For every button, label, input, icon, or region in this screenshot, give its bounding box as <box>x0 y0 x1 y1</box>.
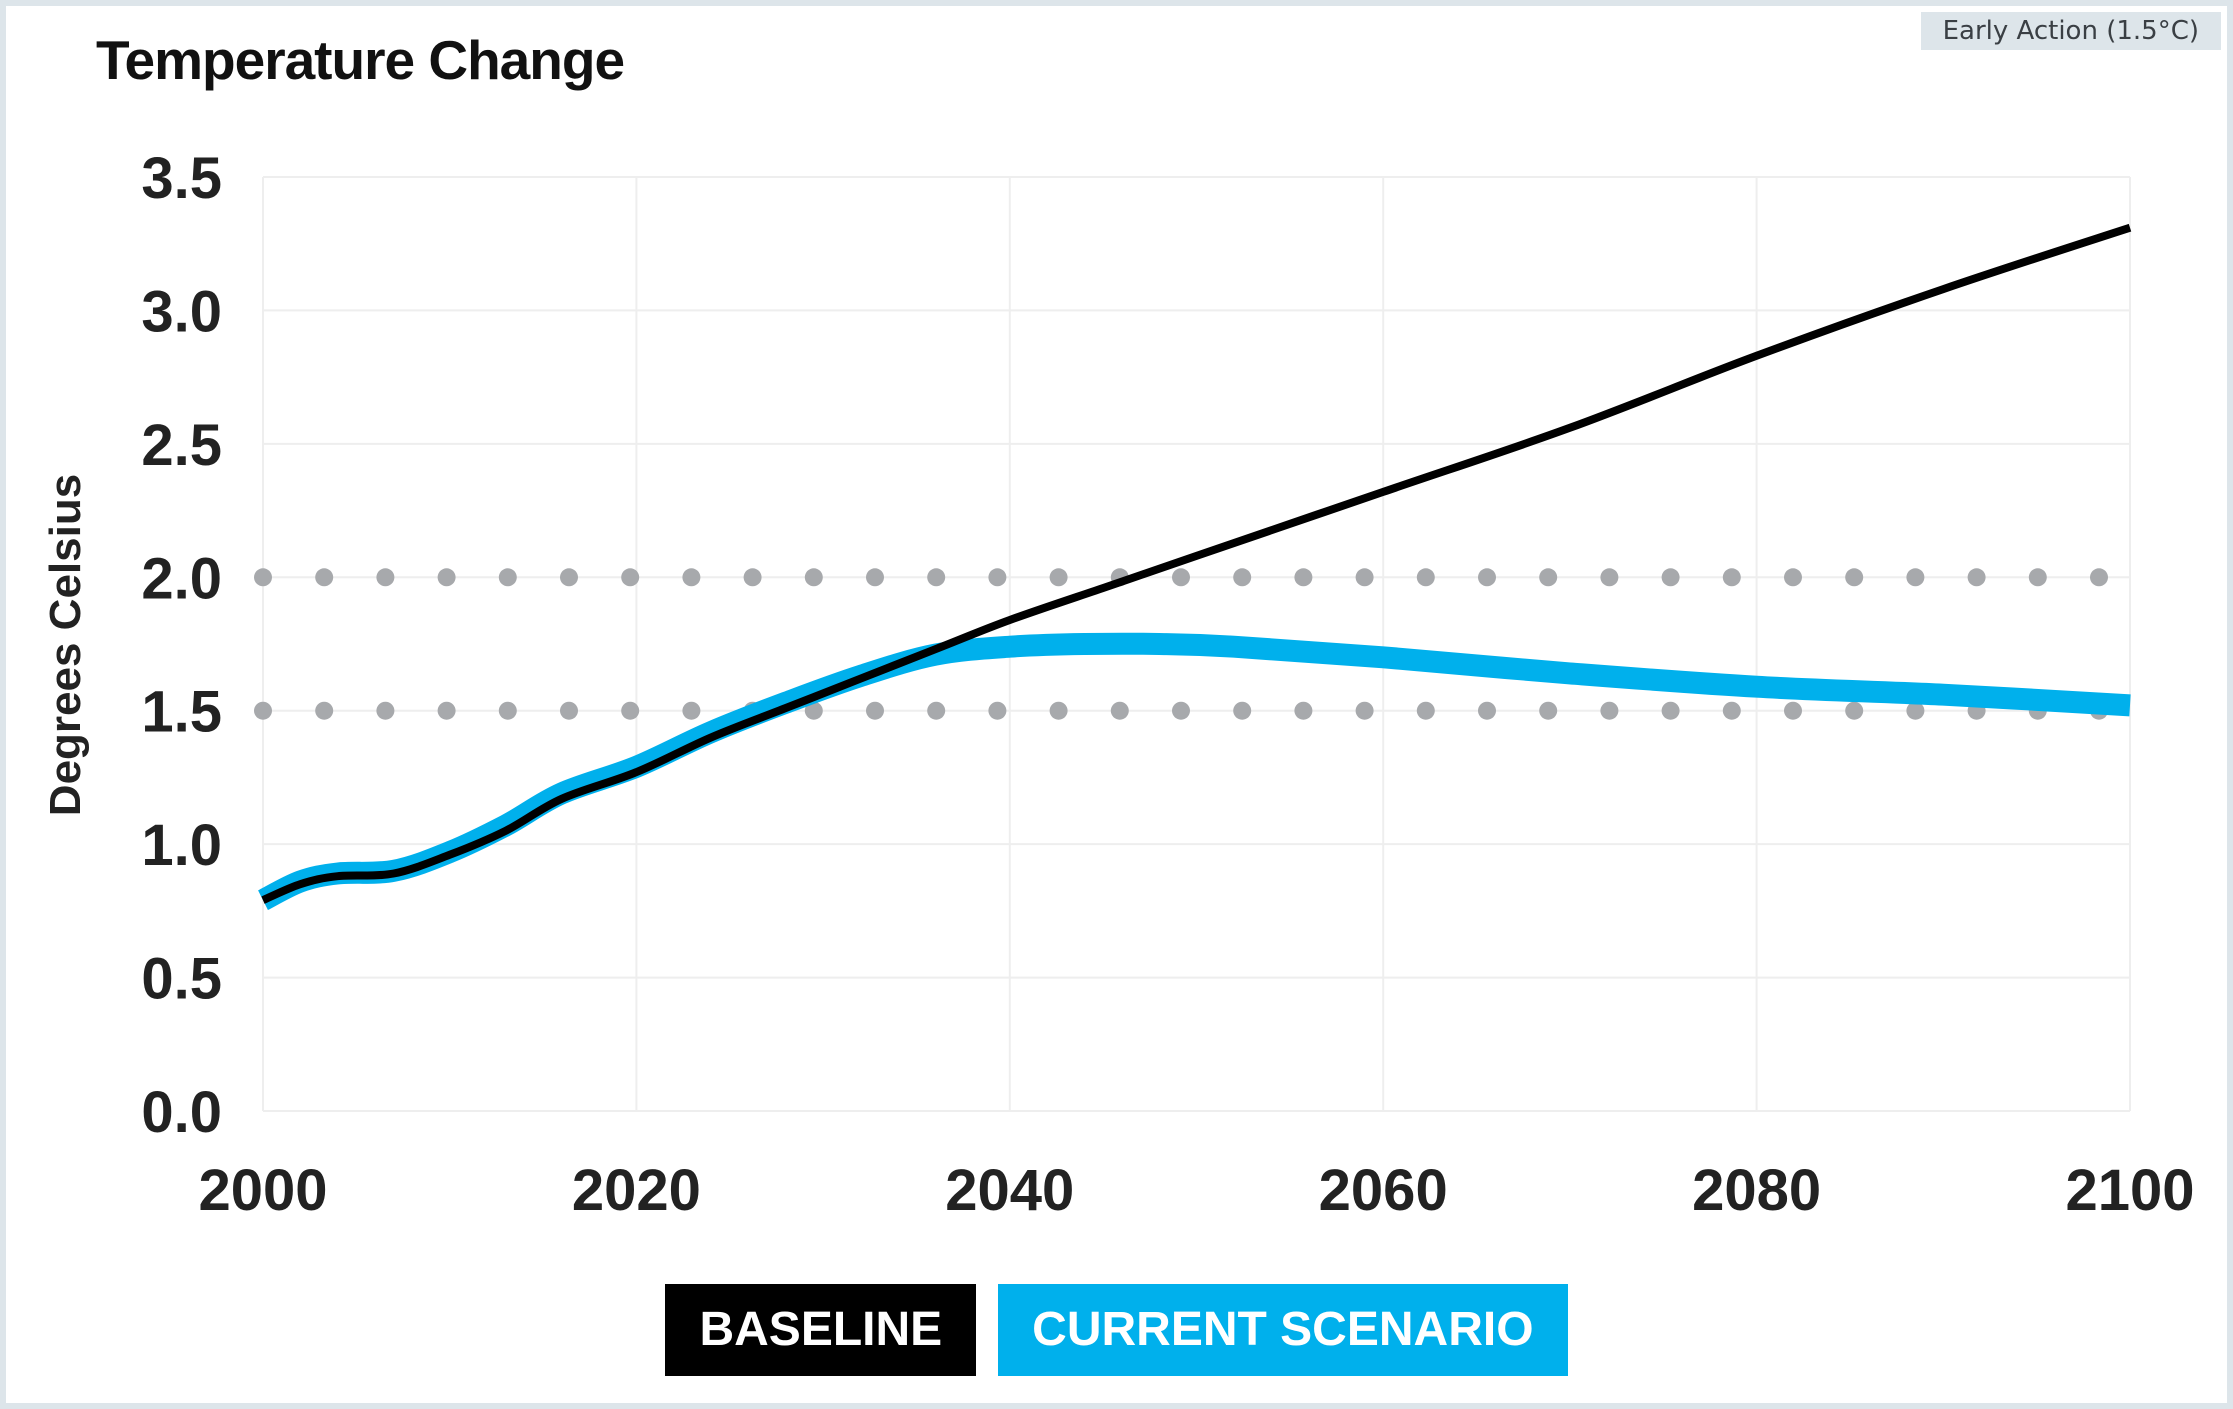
y-tick-label: 0.5 <box>141 947 222 1012</box>
threshold-layer <box>254 568 2139 720</box>
series-layer <box>257 223 2132 911</box>
x-tick-label: 2080 <box>1692 1158 1821 1223</box>
x-tick-label: 2040 <box>945 1158 1074 1223</box>
x-tick-labels: 2000 2020 2040 2060 2080 2100 <box>198 1158 2194 1223</box>
y-tick-label: 0.0 <box>141 1080 222 1145</box>
y-tick-label: 3.5 <box>141 146 222 211</box>
x-tick-label: 2100 <box>2065 1158 2194 1223</box>
y-tick-label: 1.5 <box>141 680 222 745</box>
legend-baseline-button[interactable]: BASELINE <box>665 1284 977 1376</box>
legend-current-scenario-button[interactable]: CURRENT SCENARIO <box>998 1284 1568 1376</box>
y-tick-label: 3.0 <box>141 279 222 344</box>
y-tick-labels: 0.0 0.5 1.0 1.5 2.0 2.5 3.0 3.5 <box>141 146 222 1145</box>
y-tick-label: 2.0 <box>141 546 222 611</box>
x-tick-label: 2020 <box>572 1158 701 1223</box>
legend: BASELINE CURRENT SCENARIO <box>0 1284 2233 1376</box>
chart-title: Temperature Change <box>96 29 625 91</box>
scenario-tag: Early Action (1.5°C) <box>1920 12 2221 50</box>
series-baseline-line <box>261 223 2132 904</box>
x-tick-label: 2060 <box>1319 1158 1448 1223</box>
x-tick-label: 2000 <box>198 1158 327 1223</box>
series-current-scenario-line <box>257 632 2131 911</box>
y-axis-label: Degrees Celsius <box>41 474 90 816</box>
y-tick-label: 1.0 <box>141 813 222 878</box>
y-tick-label: 2.5 <box>141 413 222 478</box>
